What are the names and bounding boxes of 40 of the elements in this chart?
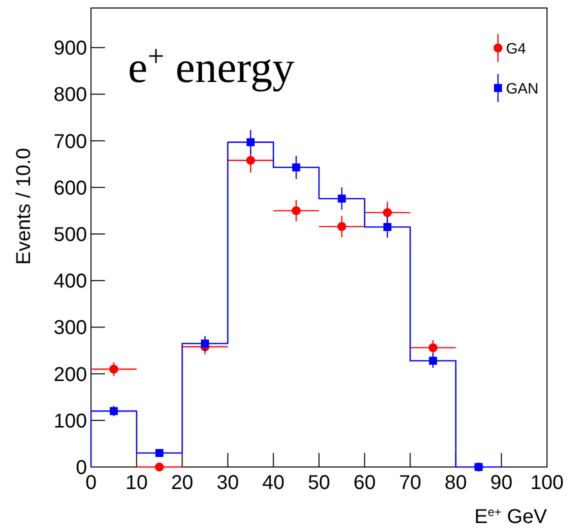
y-tick-label: 0	[76, 457, 87, 479]
point	[383, 223, 392, 232]
x-tick-label: 10	[125, 472, 148, 494]
point	[110, 407, 118, 416]
y-axis-title: Events / 10.0	[13, 148, 35, 265]
y-tick-label: 300	[54, 317, 87, 340]
point	[338, 194, 346, 203]
y-tick-label: 400	[54, 270, 87, 293]
text: e$^{+}$ energy	[128, 40, 294, 92]
point	[201, 340, 209, 348]
point	[155, 449, 164, 458]
x-axis-title: E$^{e+}$ GeV	[474, 505, 548, 528]
x-tick-label: 40	[262, 472, 285, 494]
y-tick-label: 500	[54, 224, 87, 246]
y-tick-label: 900	[54, 38, 87, 60]
point	[154, 462, 164, 472]
x-tick-label: 20	[171, 472, 194, 494]
point	[292, 206, 301, 216]
legend-label: GAN	[506, 80, 539, 98]
x-tick-label: 80	[444, 472, 467, 494]
y-tick-label: 600	[54, 177, 87, 200]
point	[337, 222, 346, 232]
x-tick-label: 30	[216, 472, 239, 494]
y-tick-label: 100	[54, 410, 87, 432]
point	[246, 138, 255, 146]
x-tick-label: 50	[308, 472, 330, 494]
x-tick-label: 70	[399, 472, 422, 494]
y-tick-label: 700	[54, 130, 87, 153]
point	[382, 208, 392, 218]
x-tick-label: 60	[353, 472, 376, 494]
x-tick-label: 100	[530, 472, 564, 494]
y-tick-label: 800	[54, 84, 87, 106]
legend-label: G4	[506, 40, 526, 58]
point	[429, 356, 437, 365]
point	[428, 343, 438, 352]
point	[292, 163, 300, 172]
point	[109, 364, 118, 374]
x-tick-label: 90	[490, 472, 513, 494]
y-tick-label: 200	[54, 364, 87, 386]
point	[246, 156, 256, 165]
